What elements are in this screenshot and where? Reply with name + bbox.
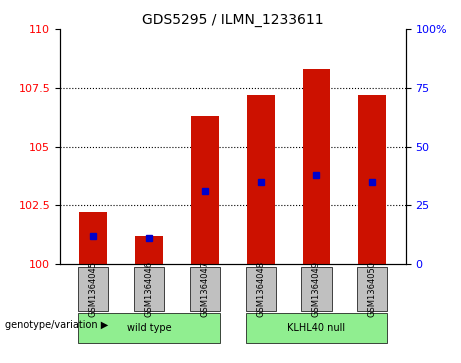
FancyBboxPatch shape [78,267,108,311]
FancyBboxPatch shape [301,267,331,311]
Bar [79,212,107,264]
FancyBboxPatch shape [246,313,387,343]
Text: genotype/variation ▶: genotype/variation ▶ [5,320,108,330]
FancyBboxPatch shape [246,267,276,311]
Bar [191,116,219,264]
Bar [358,95,386,264]
Text: GSM1364049: GSM1364049 [312,261,321,317]
Text: GSM1364050: GSM1364050 [368,261,377,317]
Text: wild type: wild type [127,323,171,333]
Legend: count, percentile rank within the sample: count, percentile rank within the sample [285,359,461,363]
FancyBboxPatch shape [78,313,220,343]
Text: GSM1364048: GSM1364048 [256,261,265,317]
Title: GDS5295 / ILMN_1233611: GDS5295 / ILMN_1233611 [142,13,324,26]
Text: KLHL40 null: KLHL40 null [287,323,345,333]
Bar [247,95,275,264]
Bar [302,69,331,264]
FancyBboxPatch shape [357,267,387,311]
FancyBboxPatch shape [134,267,164,311]
Text: GSM1364047: GSM1364047 [201,261,209,317]
Text: GSM1364045: GSM1364045 [89,261,98,317]
FancyBboxPatch shape [190,267,220,311]
Text: GSM1364046: GSM1364046 [145,261,154,317]
Bar [135,236,163,264]
